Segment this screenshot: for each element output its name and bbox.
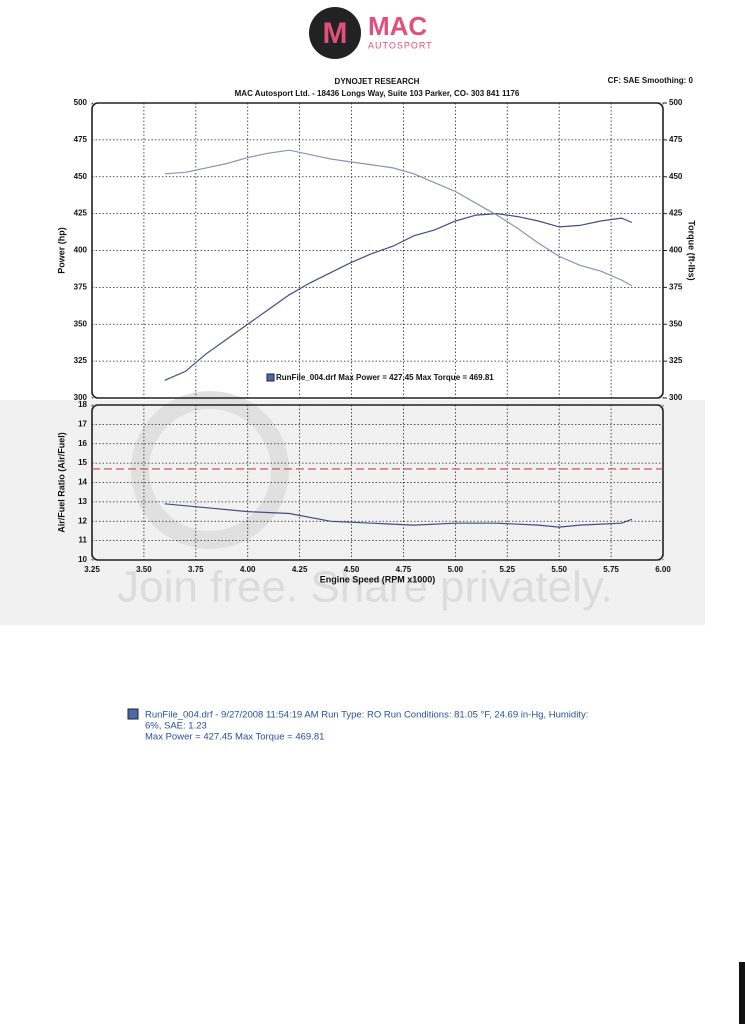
x-tick-label: 5.50 [551, 565, 567, 574]
logo-m: M [323, 17, 348, 50]
header-subtitle: MAC Autosport Ltd. - 18436 Longs Way, Su… [235, 89, 520, 98]
y-tick-label: 17 [78, 419, 87, 428]
logo-title: MAC [368, 11, 427, 41]
y-tick-label: 425 [74, 209, 88, 218]
logo-emblem [309, 7, 361, 59]
y-tick-label: 16 [78, 439, 87, 448]
y-tick-label: 10 [78, 555, 87, 564]
series-line [164, 149, 633, 287]
x-tick-label: 3.25 [84, 565, 100, 574]
y-tick-label: 14 [78, 478, 87, 487]
x-tick-label: 3.75 [188, 565, 204, 574]
legend-label: RunFile_004.drf Max Power = 427.45 Max T… [276, 373, 494, 382]
y-tick-label: 13 [78, 497, 87, 506]
legend-swatch [266, 373, 275, 382]
y-axis-label: Air/Fuel Ratio (Air/Fuel) [56, 432, 66, 533]
footer-line: 6%, SAE: 1.23 [145, 721, 207, 732]
header-title: DYNOJET RESEARCH [335, 77, 420, 86]
x-tick-label: 3.50 [136, 565, 152, 574]
logo-subtitle: AUTOSPORT [368, 40, 433, 50]
y2-tick-label: 375 [669, 282, 683, 291]
series-line [164, 503, 633, 528]
watermark-text: Join free. Share privately. [117, 563, 613, 612]
x-tick-label: 4.50 [344, 565, 360, 574]
y-tick-label: 475 [74, 135, 88, 144]
y2-axis-label: Torque (ft-lbs) [687, 220, 697, 280]
watermark-swirl [131, 391, 289, 549]
footer-line: Max Power = 427.45 Max Torque = 469.81 [145, 732, 324, 743]
y2-tick-label: 400 [669, 246, 683, 255]
x-tick-label: 4.25 [292, 565, 308, 574]
y-tick-label: 350 [74, 319, 88, 328]
x-tick-label: 5.25 [499, 565, 515, 574]
y2-tick-label: 500 [669, 98, 683, 107]
y-tick-label: 400 [74, 246, 88, 255]
y2-tick-label: 425 [669, 209, 683, 218]
x-tick-label: 4.00 [240, 565, 256, 574]
y-tick-label: 500 [74, 98, 88, 107]
footer-swatch [127, 708, 139, 720]
y-tick-label: 18 [78, 400, 87, 409]
x-axis-label: Engine Speed (RPM x1000) [320, 574, 436, 584]
footer-line: RunFile_004.drf - 9/27/2008 11:54:19 AM … [145, 710, 588, 721]
scan-edge [739, 962, 745, 1024]
y-tick-label: 375 [74, 282, 88, 291]
y2-tick-label: 325 [669, 356, 683, 365]
plot-frame [91, 102, 664, 399]
y-tick-label: 325 [74, 356, 88, 365]
y-tick-label: 300 [74, 393, 88, 402]
x-tick-label: 5.75 [603, 565, 619, 574]
series-line [164, 212, 633, 381]
x-tick-label: 5.00 [448, 565, 464, 574]
y-tick-label: 15 [78, 458, 87, 467]
y-axis-label: Power (hp) [56, 227, 66, 274]
y2-tick-label: 450 [669, 172, 683, 181]
y-tick-label: 12 [78, 516, 87, 525]
y-tick-label: 11 [79, 536, 88, 545]
header-settings: CF: SAE Smoothing: 0 [608, 76, 694, 85]
y2-tick-label: 300 [669, 393, 683, 402]
x-tick-label: 6.00 [655, 565, 671, 574]
x-tick-label: 4.75 [396, 565, 412, 574]
y-tick-label: 450 [74, 172, 88, 181]
y2-tick-label: 350 [669, 319, 683, 328]
watermark-band [0, 400, 705, 625]
y2-tick-label: 475 [669, 135, 683, 144]
